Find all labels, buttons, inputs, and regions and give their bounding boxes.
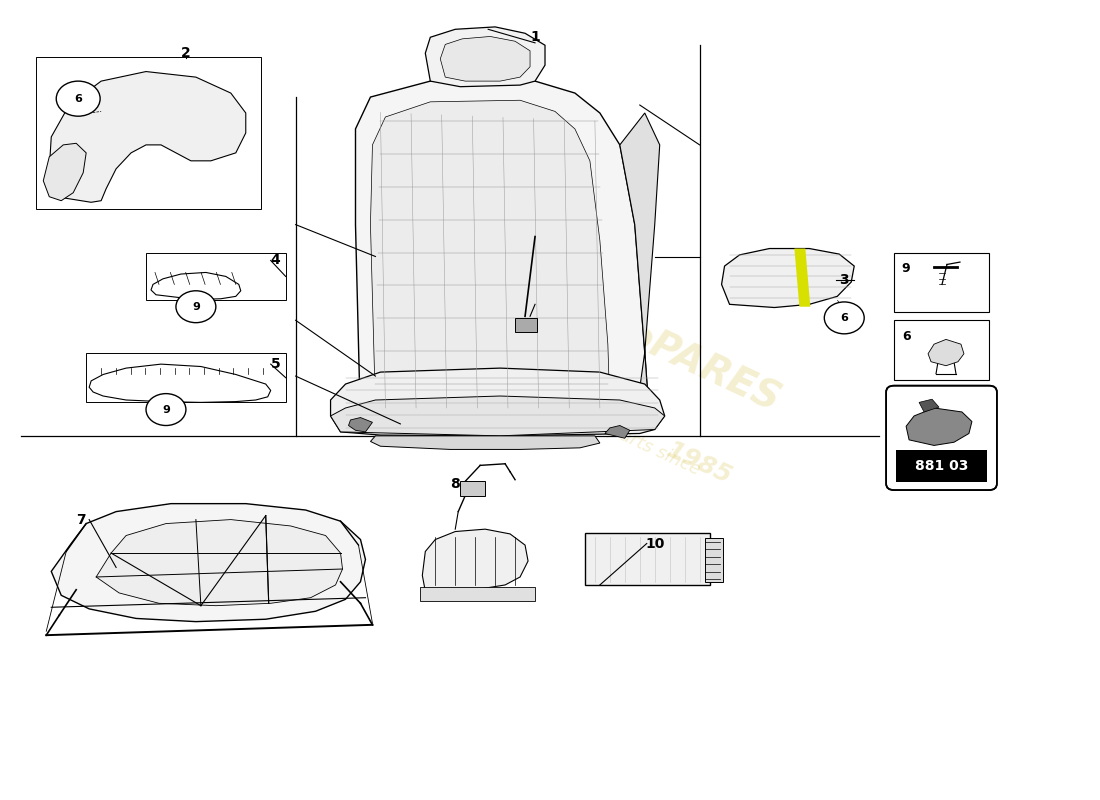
Polygon shape — [52, 504, 365, 622]
Text: 6: 6 — [902, 330, 911, 342]
Polygon shape — [722, 249, 855, 307]
Text: 9: 9 — [192, 302, 200, 312]
Polygon shape — [906, 408, 972, 446]
Polygon shape — [605, 426, 630, 438]
Polygon shape — [50, 71, 245, 202]
Text: 881 03: 881 03 — [915, 459, 968, 473]
Bar — [894, 320, 989, 380]
Polygon shape — [794, 249, 811, 306]
Bar — [460, 482, 485, 496]
Text: 1985: 1985 — [663, 438, 736, 490]
Polygon shape — [928, 339, 964, 366]
Polygon shape — [96, 519, 342, 606]
Text: 7: 7 — [76, 513, 86, 526]
Polygon shape — [355, 81, 650, 424]
Circle shape — [146, 394, 186, 426]
Bar — [146, 253, 286, 300]
FancyBboxPatch shape — [887, 386, 997, 490]
Text: 3: 3 — [839, 274, 849, 287]
Bar — [515, 318, 537, 332]
Text: 4: 4 — [271, 254, 281, 267]
Text: 2: 2 — [182, 46, 190, 60]
Polygon shape — [440, 37, 530, 81]
Polygon shape — [331, 396, 664, 436]
Bar — [420, 586, 535, 601]
Polygon shape — [426, 27, 544, 86]
Text: 9: 9 — [162, 405, 169, 414]
Polygon shape — [331, 368, 664, 436]
Bar — [705, 538, 723, 582]
Polygon shape — [371, 100, 609, 408]
Polygon shape — [920, 399, 939, 412]
Bar — [585, 533, 710, 585]
Text: 5: 5 — [271, 357, 281, 371]
Text: euroPARES: euroPARES — [553, 284, 786, 420]
Circle shape — [176, 290, 216, 322]
Bar — [86, 353, 286, 402]
Polygon shape — [349, 418, 373, 432]
Circle shape — [56, 81, 100, 116]
Text: 6: 6 — [840, 313, 848, 323]
Text: 9: 9 — [902, 262, 911, 275]
Text: 8: 8 — [450, 477, 460, 490]
Circle shape — [824, 302, 865, 334]
Bar — [894, 253, 989, 312]
Text: 10: 10 — [645, 537, 664, 550]
Polygon shape — [422, 529, 528, 591]
Text: 1: 1 — [530, 30, 540, 44]
Text: 6: 6 — [75, 94, 82, 104]
Polygon shape — [43, 143, 86, 201]
Polygon shape — [619, 113, 660, 424]
Bar — [896, 450, 987, 482]
Bar — [36, 57, 261, 209]
Text: a passion for parts since: a passion for parts since — [496, 370, 703, 478]
Polygon shape — [371, 436, 600, 450]
